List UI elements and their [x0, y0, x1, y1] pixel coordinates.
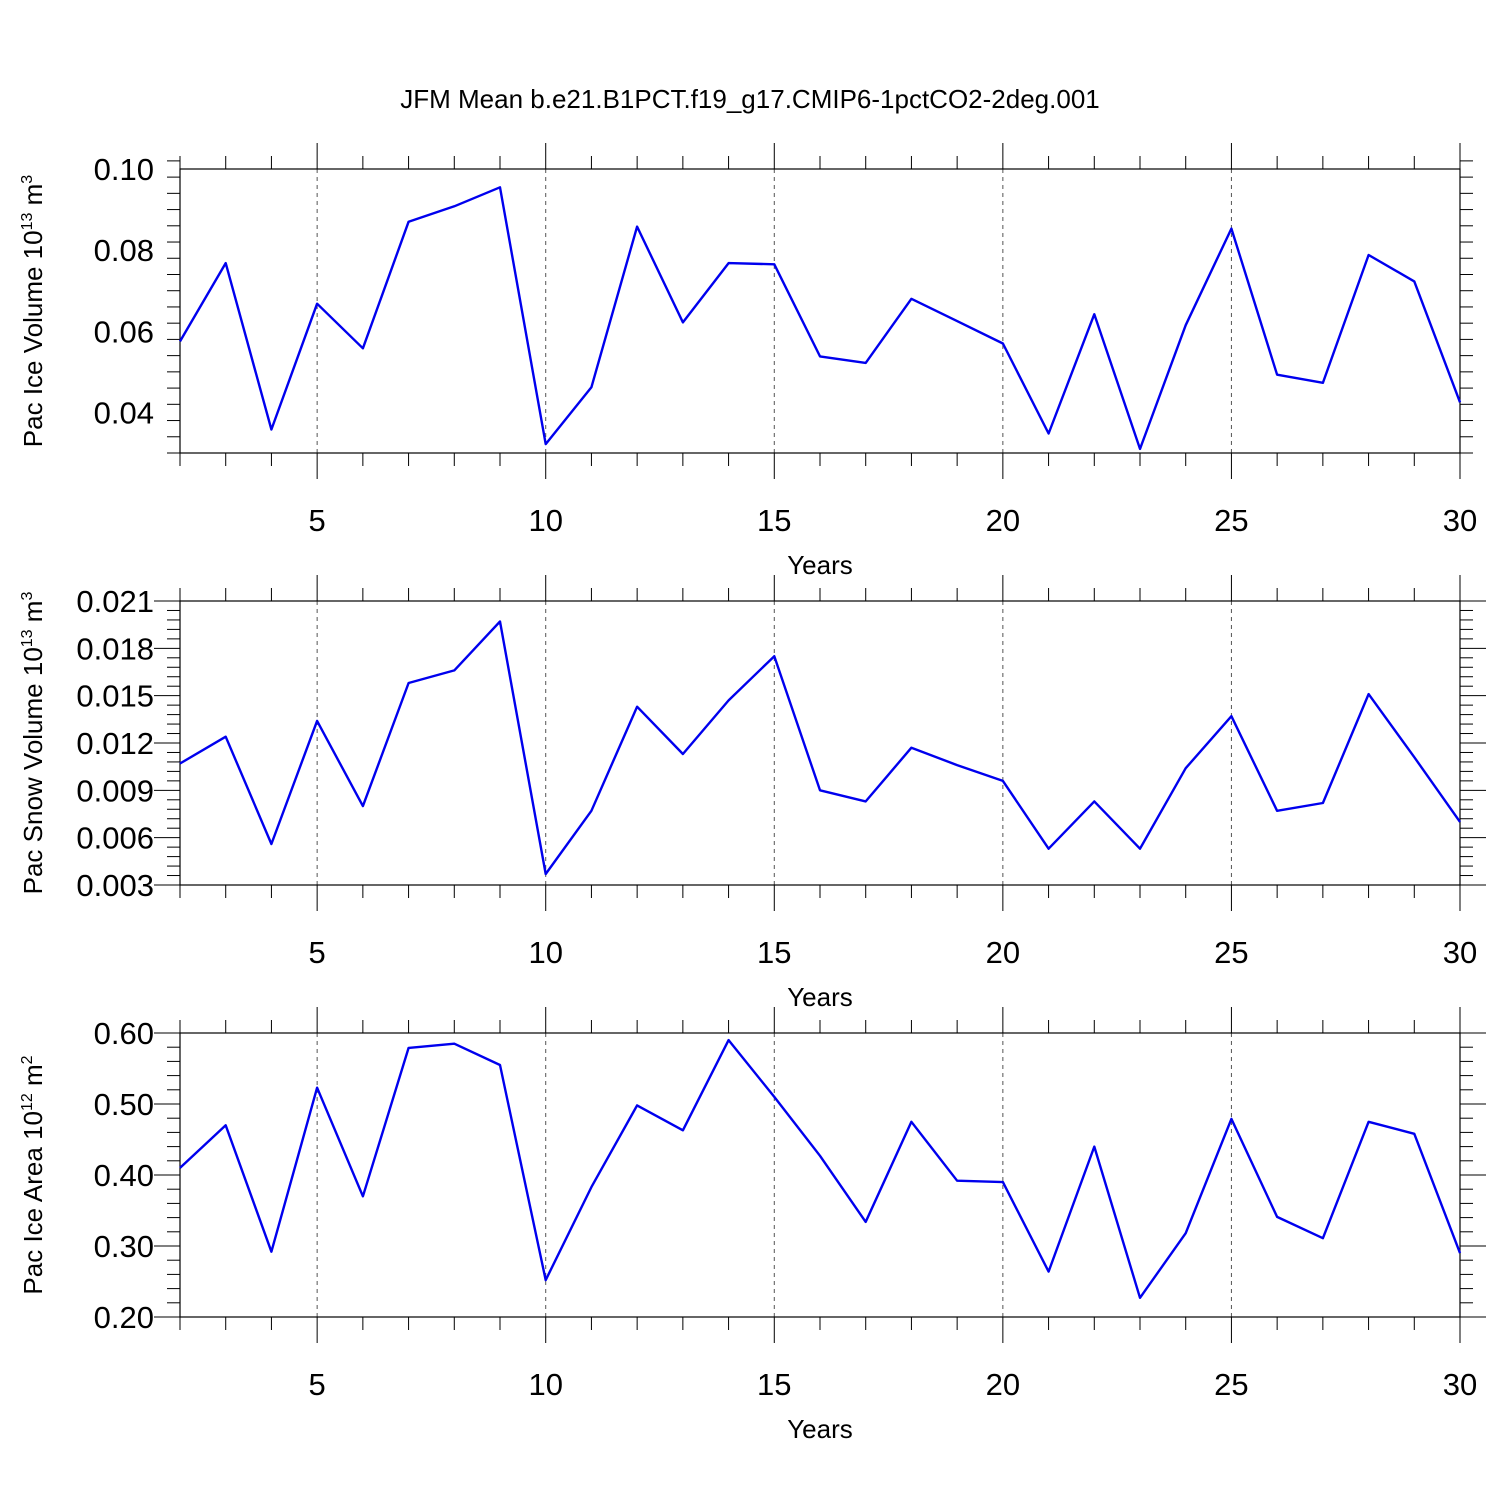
y-axis-label-exponent: 12: [19, 1093, 36, 1111]
x-tick-label: 20: [986, 503, 1020, 538]
y-tick-label: 0.003: [76, 868, 154, 903]
figure-title: JFM Mean b.e21.B1PCT.f19_g17.CMIP6-1pctC…: [400, 84, 1100, 114]
y-axis-label: Pac Ice Volume 1013 m3: [18, 175, 48, 448]
panel-1: 0.04 0.06 0.08 0.10 5 10 15 20 25 30 Years Pac Ice …: [18, 143, 1477, 580]
panel-2: 0.003 0.006 0.009 0.012 0.015 0.018 0.021 5 10 15…: [18, 575, 1486, 1012]
y-tick-label: 0.009: [76, 773, 154, 808]
x-tick-label: 20: [986, 935, 1020, 970]
y-tick-label: 0.04: [94, 395, 154, 430]
x-tick-label: 15: [757, 935, 791, 970]
y-axis-label-unit: m: [18, 1064, 48, 1093]
x-tick-label: 15: [757, 503, 791, 538]
x-tick-label: 25: [1214, 935, 1248, 970]
x-tick-label: 10: [528, 1367, 562, 1402]
x-tick-label: 5: [309, 935, 326, 970]
y-tick-label: 0.30: [94, 1229, 154, 1264]
x-tick-label: 30: [1443, 935, 1477, 970]
x-tick-label: 10: [528, 935, 562, 970]
y-tick-label: 0.08: [94, 233, 154, 268]
panel-3: 0.20 0.30 0.40 0.50 0.60 5 10 15 20 25 30 Years Pac …: [18, 1007, 1486, 1444]
x-tick-label: 30: [1443, 503, 1477, 538]
y-tick-label: 0.06: [94, 314, 154, 349]
x-axis-label: Years: [787, 982, 853, 1012]
y-axis-label-unit-exponent: 3: [19, 175, 36, 184]
y-axis-label: Pac Ice Area 1012 m2: [18, 1055, 48, 1294]
y-tick-label: 0.021: [76, 584, 154, 619]
y-tick-label: 0.018: [76, 631, 154, 666]
y-axis-label-unit-exponent: 3: [19, 592, 36, 601]
y-axis-label-text: Pac Ice Area 10: [18, 1111, 48, 1295]
plot-frame: [179, 600, 1461, 886]
x-tick-label: 25: [1214, 1367, 1248, 1402]
y-tick-label: 0.006: [76, 821, 154, 856]
plot-frame: [179, 168, 1461, 454]
x-tick-label: 20: [986, 1367, 1020, 1402]
data-series-line: [179, 620, 1461, 876]
y-axis-label-exponent: 13: [19, 629, 36, 647]
data-series-line: [178, 186, 1462, 451]
y-tick-label: 0.10: [94, 152, 154, 187]
y-tick-label: 0.20: [94, 1300, 154, 1335]
x-tick-label: 25: [1214, 503, 1248, 538]
y-tick-label: 0.40: [94, 1158, 154, 1193]
y-axis-label-text: Pac Snow Volume 10: [18, 647, 48, 894]
x-axis-label: Years: [787, 550, 853, 580]
x-tick-label: 5: [309, 1367, 326, 1402]
y-axis-label-unit: m: [18, 184, 48, 213]
x-tick-label: 10: [528, 503, 562, 538]
x-axis-label: Years: [787, 1414, 853, 1444]
y-axis-label-exponent: 13: [19, 212, 36, 230]
x-tick-label: 15: [757, 1367, 791, 1402]
y-axis-label-unit-exponent: 2: [19, 1055, 36, 1064]
x-tick-label: 30: [1443, 1367, 1477, 1402]
y-tick-label: 0.60: [94, 1016, 154, 1051]
data-series-line: [179, 1038, 1462, 1299]
y-tick-label: 0.015: [76, 679, 154, 714]
y-tick-label: 0.50: [94, 1087, 154, 1122]
plot-frame: [179, 1032, 1461, 1318]
y-axis-label-unit: m: [18, 601, 48, 630]
y-axis-label: Pac Snow Volume 1013 m3: [18, 592, 48, 895]
y-tick-label: 0.012: [76, 726, 154, 761]
x-tick-label: 5: [309, 503, 326, 538]
y-axis-label-text: Pac Ice Volume 10: [18, 230, 48, 447]
